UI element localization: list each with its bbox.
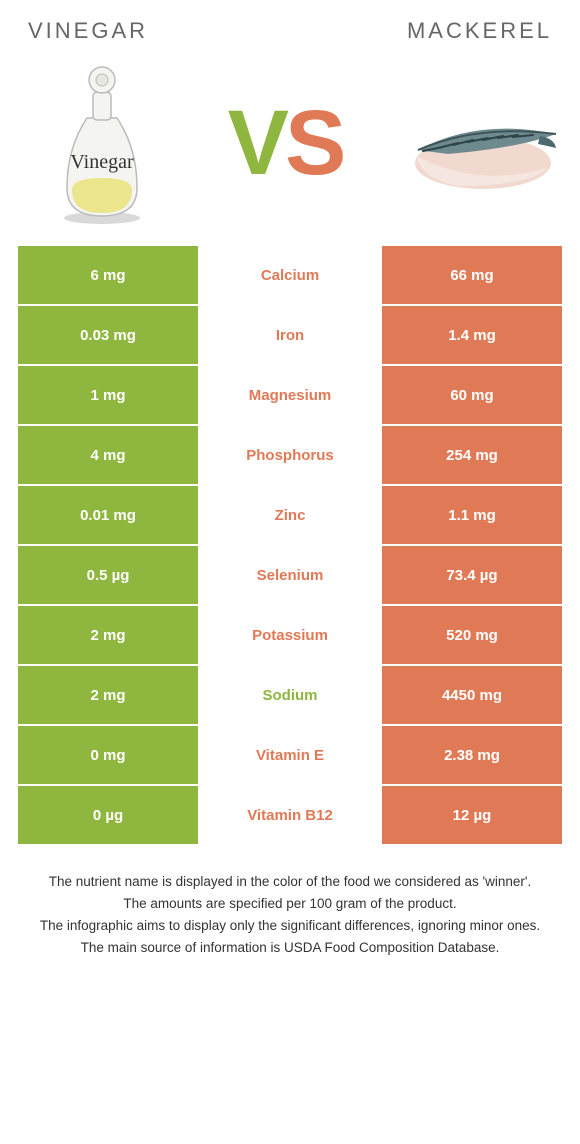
footnote-line: The infographic aims to display only the… bbox=[26, 916, 554, 937]
nutrient-label: Potassium bbox=[198, 606, 382, 664]
nutrient-label: Sodium bbox=[198, 666, 382, 724]
table-row: 2 mgPotassium520 mg bbox=[18, 606, 562, 666]
right-value: 12 µg bbox=[382, 786, 562, 844]
titles-row: Vinegar Mackerel bbox=[18, 12, 562, 52]
right-value: 520 mg bbox=[382, 606, 562, 664]
footnote-line: The nutrient name is displayed in the co… bbox=[26, 872, 554, 893]
table-row: 1 mgMagnesium60 mg bbox=[18, 366, 562, 426]
left-value: 0 µg bbox=[18, 786, 198, 844]
nutrient-label: Iron bbox=[198, 306, 382, 364]
nutrient-label: Selenium bbox=[198, 546, 382, 604]
vinegar-illustration: Vinegar bbox=[22, 58, 182, 228]
nutrient-label: Vitamin B12 bbox=[198, 786, 382, 844]
table-row: 0.5 µgSelenium73.4 µg bbox=[18, 546, 562, 606]
nutrient-label: Magnesium bbox=[198, 366, 382, 424]
left-value: 0.01 mg bbox=[18, 486, 198, 544]
nutrient-label: Vitamin E bbox=[198, 726, 382, 784]
hero-row: Vinegar VS bbox=[18, 52, 562, 246]
table-row: 0.03 mgIron1.4 mg bbox=[18, 306, 562, 366]
table-row: 6 mgCalcium66 mg bbox=[18, 246, 562, 306]
left-value: 0.5 µg bbox=[18, 546, 198, 604]
nutrient-label: Calcium bbox=[198, 246, 382, 304]
mackerel-icon bbox=[388, 88, 558, 198]
vs-s: S bbox=[285, 92, 342, 194]
right-value: 254 mg bbox=[382, 426, 562, 484]
right-value: 66 mg bbox=[382, 246, 562, 304]
nutrient-label: Phosphorus bbox=[198, 426, 382, 484]
vinegar-bottle-icon: Vinegar bbox=[47, 58, 157, 228]
vs-label: VS bbox=[228, 97, 343, 189]
left-value: 0.03 mg bbox=[18, 306, 198, 364]
footnote-line: The main source of information is USDA F… bbox=[26, 938, 554, 959]
table-row: 4 mgPhosphorus254 mg bbox=[18, 426, 562, 486]
vinegar-bottle-label: Vinegar bbox=[70, 151, 134, 173]
right-value: 2.38 mg bbox=[382, 726, 562, 784]
nutrient-label: Zinc bbox=[198, 486, 382, 544]
table-row: 2 mgSodium4450 mg bbox=[18, 666, 562, 726]
table-row: 0 µgVitamin B1212 µg bbox=[18, 786, 562, 846]
nutrient-table: 6 mgCalcium66 mg0.03 mgIron1.4 mg1 mgMag… bbox=[18, 246, 562, 846]
left-value: 4 mg bbox=[18, 426, 198, 484]
left-food-title: Vinegar bbox=[28, 18, 148, 44]
right-value: 1.4 mg bbox=[382, 306, 562, 364]
footnote-line: The amounts are specified per 100 gram o… bbox=[26, 894, 554, 915]
right-value: 73.4 µg bbox=[382, 546, 562, 604]
left-value: 2 mg bbox=[18, 606, 198, 664]
left-value: 1 mg bbox=[18, 366, 198, 424]
right-value: 1.1 mg bbox=[382, 486, 562, 544]
footnotes: The nutrient name is displayed in the co… bbox=[18, 846, 562, 959]
infographic-container: Vinegar Mackerel Vinegar VS bbox=[0, 0, 580, 972]
vs-v: V bbox=[228, 92, 285, 194]
right-value: 4450 mg bbox=[382, 666, 562, 724]
table-row: 0.01 mgZinc1.1 mg bbox=[18, 486, 562, 546]
mackerel-illustration bbox=[388, 88, 558, 198]
table-row: 0 mgVitamin E2.38 mg bbox=[18, 726, 562, 786]
left-value: 6 mg bbox=[18, 246, 198, 304]
right-food-title: Mackerel bbox=[407, 18, 552, 44]
right-value: 60 mg bbox=[382, 366, 562, 424]
left-value: 0 mg bbox=[18, 726, 198, 784]
left-value: 2 mg bbox=[18, 666, 198, 724]
